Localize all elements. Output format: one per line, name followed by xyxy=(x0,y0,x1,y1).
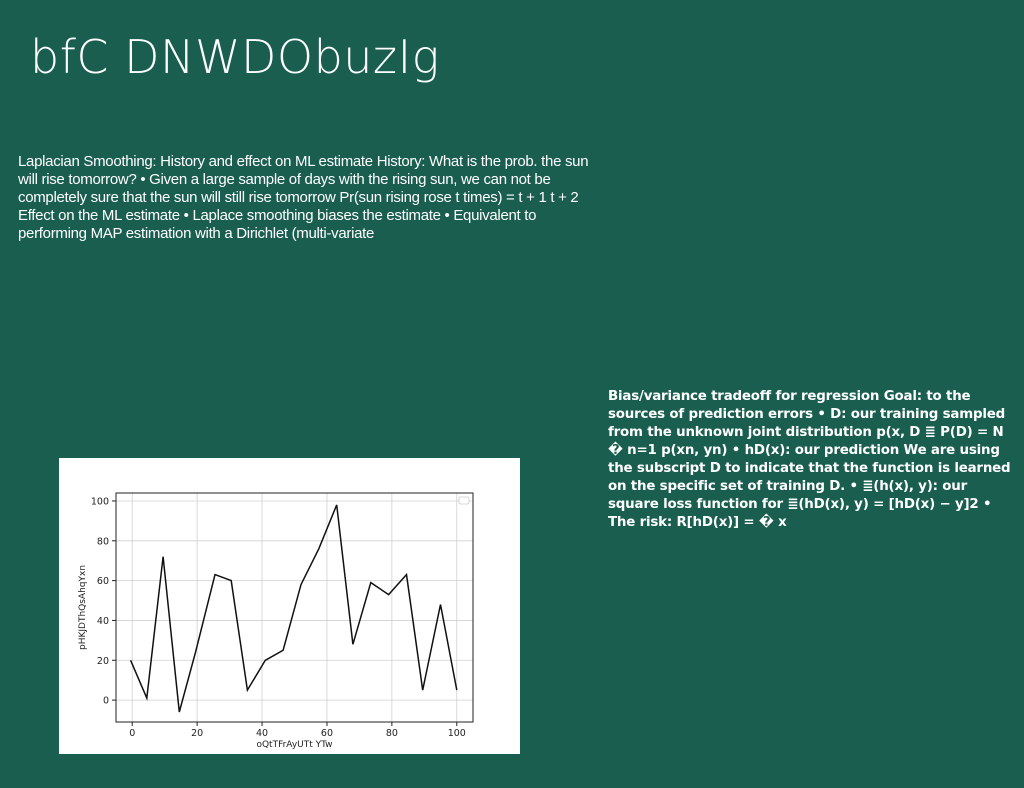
bias-variance-text: Bias/variance tradeoff for regression Go… xyxy=(608,389,1011,530)
laplacian-smoothing-text: Laplacian Smoothing: History and effect … xyxy=(18,153,589,242)
chart-ticks: 0 20 40 60 80 100 0 20 40 60 80 100 xyxy=(91,496,466,739)
x-tick-label: 100 xyxy=(448,728,466,739)
legend-box xyxy=(458,496,470,505)
y-axis-label: pHKJDThQsAhqYxn xyxy=(78,565,88,650)
series-line xyxy=(129,504,458,713)
y-tick-label: 20 xyxy=(97,656,109,667)
y-tick-label: 60 xyxy=(97,576,109,587)
x-tick-label: 40 xyxy=(256,728,268,739)
line-chart-panel: 0 20 40 60 80 100 0 20 40 60 80 100 oQtTFrAyUTt YTw… xyxy=(59,458,520,754)
y-tick-label: 40 xyxy=(97,616,109,627)
x-tick-label: 0 xyxy=(129,728,135,739)
chart-grid xyxy=(116,493,473,722)
y-tick-label: 0 xyxy=(103,696,109,707)
line-chart: 0 20 40 60 80 100 0 20 40 60 80 100 oQtTFrAyUTt YTw… xyxy=(78,492,474,750)
x-tick-label: 60 xyxy=(321,728,333,739)
x-axis-label: oQtTFrAyUTt YTw xyxy=(256,740,332,750)
y-tick-label: 100 xyxy=(91,496,109,507)
x-tick-label: 80 xyxy=(386,728,398,739)
slide-title: bfC DNWDObuzIg xyxy=(30,30,440,84)
plot-frame xyxy=(115,492,474,723)
y-tick-label: 80 xyxy=(97,536,109,547)
x-tick-label: 20 xyxy=(191,728,203,739)
